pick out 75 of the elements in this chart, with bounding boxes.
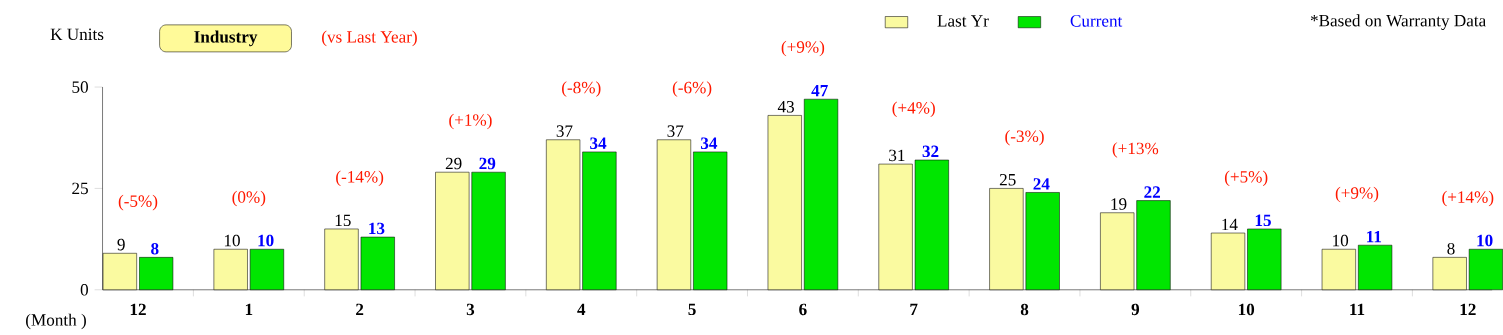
data-label: 19 [1111,198,1127,210]
bar [250,249,284,290]
x-tick-label: 6 [799,303,807,316]
bar [582,151,617,290]
legend-label: Last Yr [937,15,989,27]
data-label: 32 [922,145,939,158]
bar [360,237,395,290]
data-label: 34 [700,137,718,150]
x-tick-label: 12 [130,303,146,316]
annotation: (-3%) [1005,130,1044,146]
data-label: 31 [889,149,905,162]
data-label: 34 [590,137,607,150]
data-label: 13 [369,222,385,235]
data-label: 8 [1447,242,1455,255]
bar [1136,200,1171,290]
bar [139,257,173,290]
data-label: 10 [1333,234,1349,247]
annotation: (-6%) [672,81,712,97]
x-tick-label: 11 [1350,303,1365,316]
data-label: 29 [445,157,462,170]
legend-label: Current [1070,15,1123,27]
annotation: (+1%) [449,113,492,130]
bar [1468,249,1503,291]
annotation: (-5%) [118,194,158,211]
x-tick-label: 9 [1131,303,1140,316]
annotation: (+5%) [1224,170,1268,187]
text: Industry [194,30,258,47]
x-axis-title: (Month ) [26,313,86,330]
bar [471,172,506,290]
annotation: (+13% [1112,142,1159,158]
y-tick-label: 25 [72,182,88,195]
data-label: 47 [811,85,828,97]
annotation: (+9%) [1335,186,1379,203]
text: (vs Last Year) [322,30,417,47]
annotation: (-14%) [336,170,384,187]
bar [1025,192,1060,290]
x-tick-label: 7 [910,303,918,315]
x-tick-label: 8 [1020,303,1029,316]
data-label: 37 [556,125,573,137]
annotation: (+14%) [1442,190,1494,207]
bar [1247,229,1282,290]
bar [1358,245,1392,290]
x-tick-label: 3 [466,303,475,316]
x-tick-label: 5 [688,303,696,316]
data-label: 11 [1367,231,1382,243]
data-label: 15 [335,214,351,227]
x-tick-label: 4 [577,303,586,316]
data-label: 9 [117,238,125,251]
bar [804,99,838,290]
annotation: (0%) [232,190,266,207]
y-tick-label: 50 [72,81,88,93]
data-label: 8 [151,242,159,255]
data-label: 25 [999,174,1016,186]
annotation: (-8%) [562,81,601,97]
data-label: 24 [1033,178,1050,190]
y-axis-title: K Units [50,28,104,41]
data-label: 10 [258,234,274,247]
data-label: 43 [777,101,794,113]
data-label: 14 [1222,218,1238,231]
text: (+9%) [781,40,825,57]
data-label: 37 [667,125,684,137]
bar [915,160,949,290]
annotation: (+4%) [892,101,935,118]
x-tick-label: 10 [1238,303,1255,316]
data-label: 10 [1477,234,1493,247]
data-label: 10 [224,234,240,247]
text: *Based on Warranty Data [1310,14,1486,30]
x-tick-label: 12 [1460,303,1476,316]
data-label: 29 [479,157,496,170]
x-tick-label: 1 [245,303,253,316]
data-label: 15 [1255,214,1271,227]
bar [693,151,728,290]
data-label: 22 [1144,186,1161,198]
y-tick-label: 0 [80,284,88,296]
x-tick-label: 2 [356,303,364,316]
